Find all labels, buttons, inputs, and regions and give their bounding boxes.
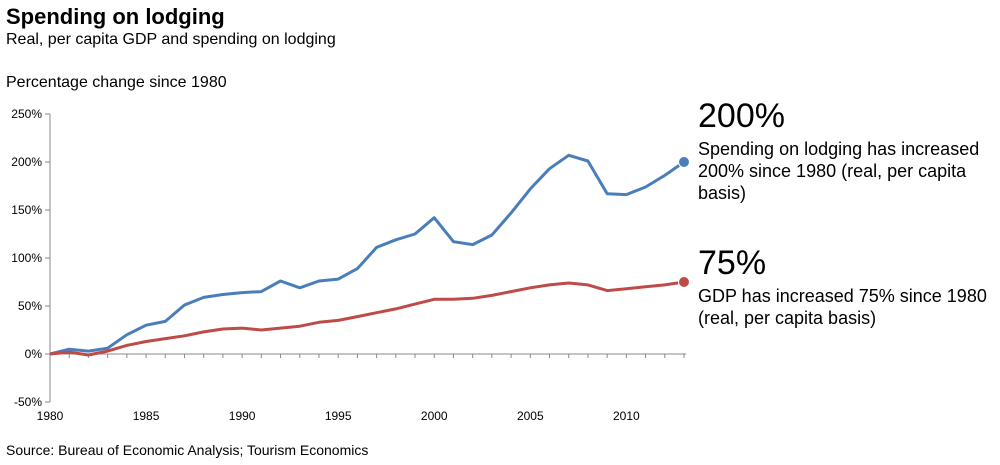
x-tick-labels: 1980 1985 1990 1995 2000 2005 2010 — [37, 409, 640, 423]
y-tick-label: 250% — [11, 107, 42, 121]
x-tick-label: 2005 — [517, 409, 544, 423]
y-tick-label: 0% — [25, 347, 43, 361]
x-tick-label: 2010 — [613, 409, 640, 423]
x-tick-label: 1990 — [229, 409, 256, 423]
y-axis-label: Percentage change since 1980 — [6, 74, 227, 91]
gdp-callout-text: GDP has increased 75% since 1980 (real, … — [698, 286, 987, 328]
chart-subtitle: Real, per capita GDP and spending on lod… — [6, 31, 336, 48]
lodging-callout-text: Spending on lodging has increased 200% s… — [698, 139, 980, 203]
x-tick-label: 1995 — [325, 409, 352, 423]
gdp-callout-value: 75% — [698, 244, 767, 282]
y-tick-labels: -50% 0% 50% 100% 150% 200% 250% — [11, 107, 42, 409]
y-tick-label: 100% — [11, 251, 42, 265]
y-tick-label: 50% — [18, 299, 42, 313]
gdp-endpoint-marker — [678, 276, 690, 288]
chart-title: Spending on lodging — [6, 4, 225, 29]
lodging-series-line — [49, 153, 685, 356]
lodging-endpoint-marker — [678, 156, 690, 168]
y-tick-label: 150% — [11, 203, 42, 217]
x-tick-label: 1980 — [37, 409, 64, 423]
chart-series — [49, 153, 690, 357]
lodging-callout-value: 200% — [698, 97, 785, 135]
y-tick-label: -50% — [14, 395, 42, 409]
gdp-series-line — [49, 280, 685, 357]
x-tick-label: 1985 — [133, 409, 160, 423]
x-tick-label: 2000 — [421, 409, 448, 423]
y-tick-label: 200% — [11, 155, 42, 169]
source-note: Source: Bureau of Economic Analysis; Tou… — [6, 442, 369, 458]
chart-axes — [45, 113, 686, 403]
